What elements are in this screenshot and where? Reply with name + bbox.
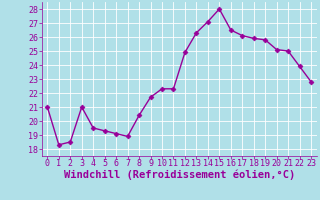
X-axis label: Windchill (Refroidissement éolien,°C): Windchill (Refroidissement éolien,°C) — [64, 170, 295, 180]
